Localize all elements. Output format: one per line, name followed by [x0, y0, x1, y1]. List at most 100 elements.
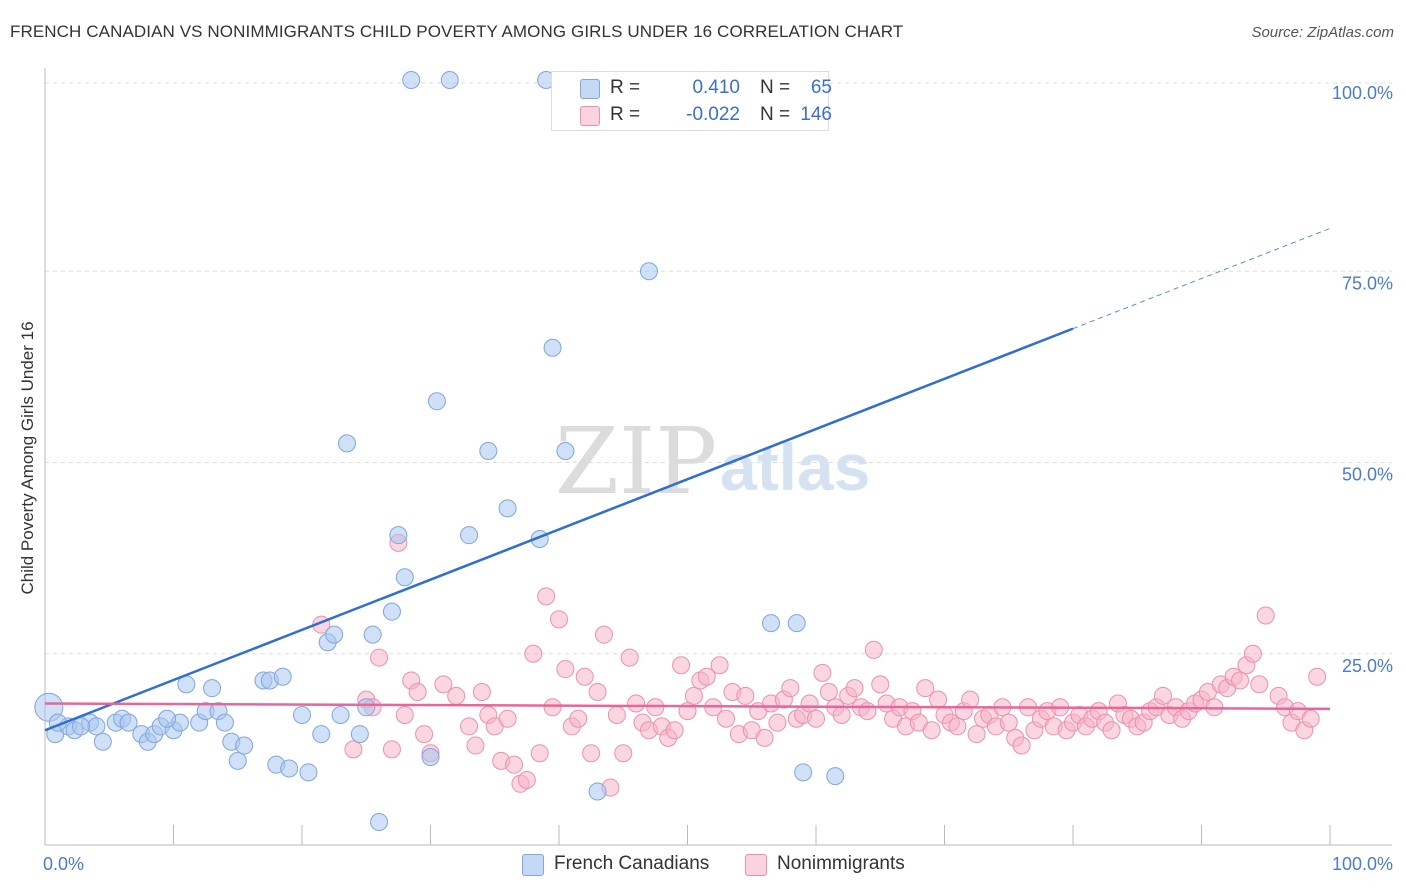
nonimmigrants-point: [858, 702, 877, 721]
nonimmigrants-point: [434, 675, 453, 694]
french-canadians-point: [215, 713, 234, 732]
nonimmigrants-point: [556, 660, 575, 679]
nonimmigrants-points: [312, 533, 1327, 797]
watermark-zip: ZIP: [555, 408, 717, 515]
nonimmigrants-point: [864, 640, 883, 659]
french-canadians-point: [421, 748, 440, 767]
french-canadians-point: [228, 751, 247, 770]
french-canadians-point: [293, 705, 311, 724]
nonimmigrants-point: [395, 705, 414, 724]
nonimmigrants-point: [460, 717, 479, 736]
legend-swatch-pink: [745, 854, 767, 876]
y-axis-label: Child Poverty Among Girls Under 16: [18, 321, 37, 594]
nonimmigrants-point: [1012, 736, 1031, 755]
nonimmigrants-point: [530, 744, 549, 763]
nonimmigrants-point: [916, 679, 935, 698]
nonimmigrants-point: [961, 690, 980, 709]
nonimmigrants-point: [408, 683, 427, 701]
y-tick-label: 75.0%: [1342, 273, 1393, 293]
series-legend: French Canadians Nonimmigrants: [0, 852, 1406, 878]
french-canadians-point: [357, 698, 376, 717]
french-canadians-point: [479, 442, 498, 461]
nonimmigrants-point: [594, 625, 613, 644]
nonimmigrants-point: [1250, 675, 1269, 694]
watermark-atlas: atlas: [720, 430, 870, 504]
nonimmigrants-point: [697, 667, 716, 686]
french-canadians-point: [543, 338, 562, 357]
nonimmigrants-point: [1301, 709, 1320, 728]
legend-n-label: N =: [760, 104, 791, 125]
nonimmigrants-point: [665, 721, 684, 740]
nonimmigrants-point: [1243, 644, 1262, 663]
nonimmigrants-point: [466, 736, 485, 755]
french-canadians-point: [93, 732, 112, 751]
nonimmigrants-point: [1256, 606, 1275, 625]
nonimmigrants-point: [569, 709, 588, 728]
french-canadians-point: [395, 568, 414, 587]
legend-n-value: 65: [810, 77, 832, 98]
nonimmigrants-point: [517, 770, 536, 789]
nonimmigrants-point: [472, 683, 491, 701]
french-canadians-point: [203, 679, 222, 698]
nonimmigrants-point: [524, 644, 543, 663]
nonimmigrants-point: [1231, 671, 1250, 690]
french-canadians-point: [826, 767, 845, 786]
french-canadians-point: [331, 705, 350, 724]
y-tick-label: 50.0%: [1342, 465, 1393, 485]
french-canadians-point: [370, 813, 389, 832]
watermark: ZIP atlas: [555, 408, 870, 515]
nonimmigrants-point: [627, 694, 646, 713]
nonimmigrants-point: [922, 721, 941, 740]
legend-label: French Canadians: [554, 853, 710, 874]
french-canadians-point: [235, 736, 254, 755]
french-canadians-point: [382, 602, 401, 621]
nonimmigrants-point: [684, 686, 703, 705]
french-canadians-point: [787, 614, 806, 633]
legend-r-value: -0.022: [686, 104, 740, 125]
nonimmigrants-point: [620, 648, 639, 667]
nonimmigrants-point: [575, 667, 594, 686]
axes: [44, 68, 1392, 846]
nonimmigrants-point: [498, 709, 517, 728]
french-canadians-point: [460, 526, 479, 545]
french-canadians-point: [440, 71, 459, 89]
nonimmigrants-point: [1308, 667, 1327, 686]
nonimmigrants-point: [948, 717, 967, 736]
french-canadians-point: [498, 499, 517, 518]
trend-lines: [44, 227, 1331, 732]
nonimmigrants-point: [607, 705, 626, 724]
legend-n-label: N =: [760, 77, 791, 98]
french-canadians-point: [158, 709, 177, 728]
nonimmigrants-point: [871, 675, 890, 694]
french-canadians-point: [389, 526, 408, 545]
grid-lines: [45, 82, 1392, 655]
legend-swatch-blue: [522, 854, 544, 876]
french-canadians-point: [337, 434, 356, 453]
nonimmigrants-point: [1102, 721, 1121, 740]
nonimmigrants-point: [672, 656, 691, 675]
nonimmigrants-point: [999, 713, 1018, 732]
french-canadians-trend-line: [44, 327, 1074, 732]
nonimmigrants-point: [967, 725, 986, 744]
source-label[interactable]: Source: ZipAtlas.com: [1251, 24, 1394, 41]
nonimmigrants-point: [415, 725, 434, 744]
nonimmigrants-point: [736, 686, 755, 705]
french-canadians-point: [87, 717, 106, 736]
legend-swatch-pink: [580, 106, 600, 126]
french-canadians-point: [273, 667, 292, 686]
french-canadians-point: [402, 71, 421, 89]
french-canadians-point: [71, 717, 90, 736]
nonimmigrants-point: [588, 683, 607, 701]
legend-r-label: R =: [610, 104, 641, 125]
nonimmigrants-point: [614, 744, 633, 763]
nonimmigrants-point: [382, 740, 401, 759]
french-canadians-point: [280, 759, 299, 778]
french-canadians-point: [119, 713, 138, 732]
french-canadians-point: [556, 442, 575, 461]
nonimmigrants-point: [646, 698, 665, 717]
nonimmigrants-point: [1153, 686, 1172, 705]
nonimmigrants-point: [819, 683, 838, 701]
french-canadians-point: [299, 763, 318, 782]
nonimmigrants-point: [447, 686, 466, 705]
